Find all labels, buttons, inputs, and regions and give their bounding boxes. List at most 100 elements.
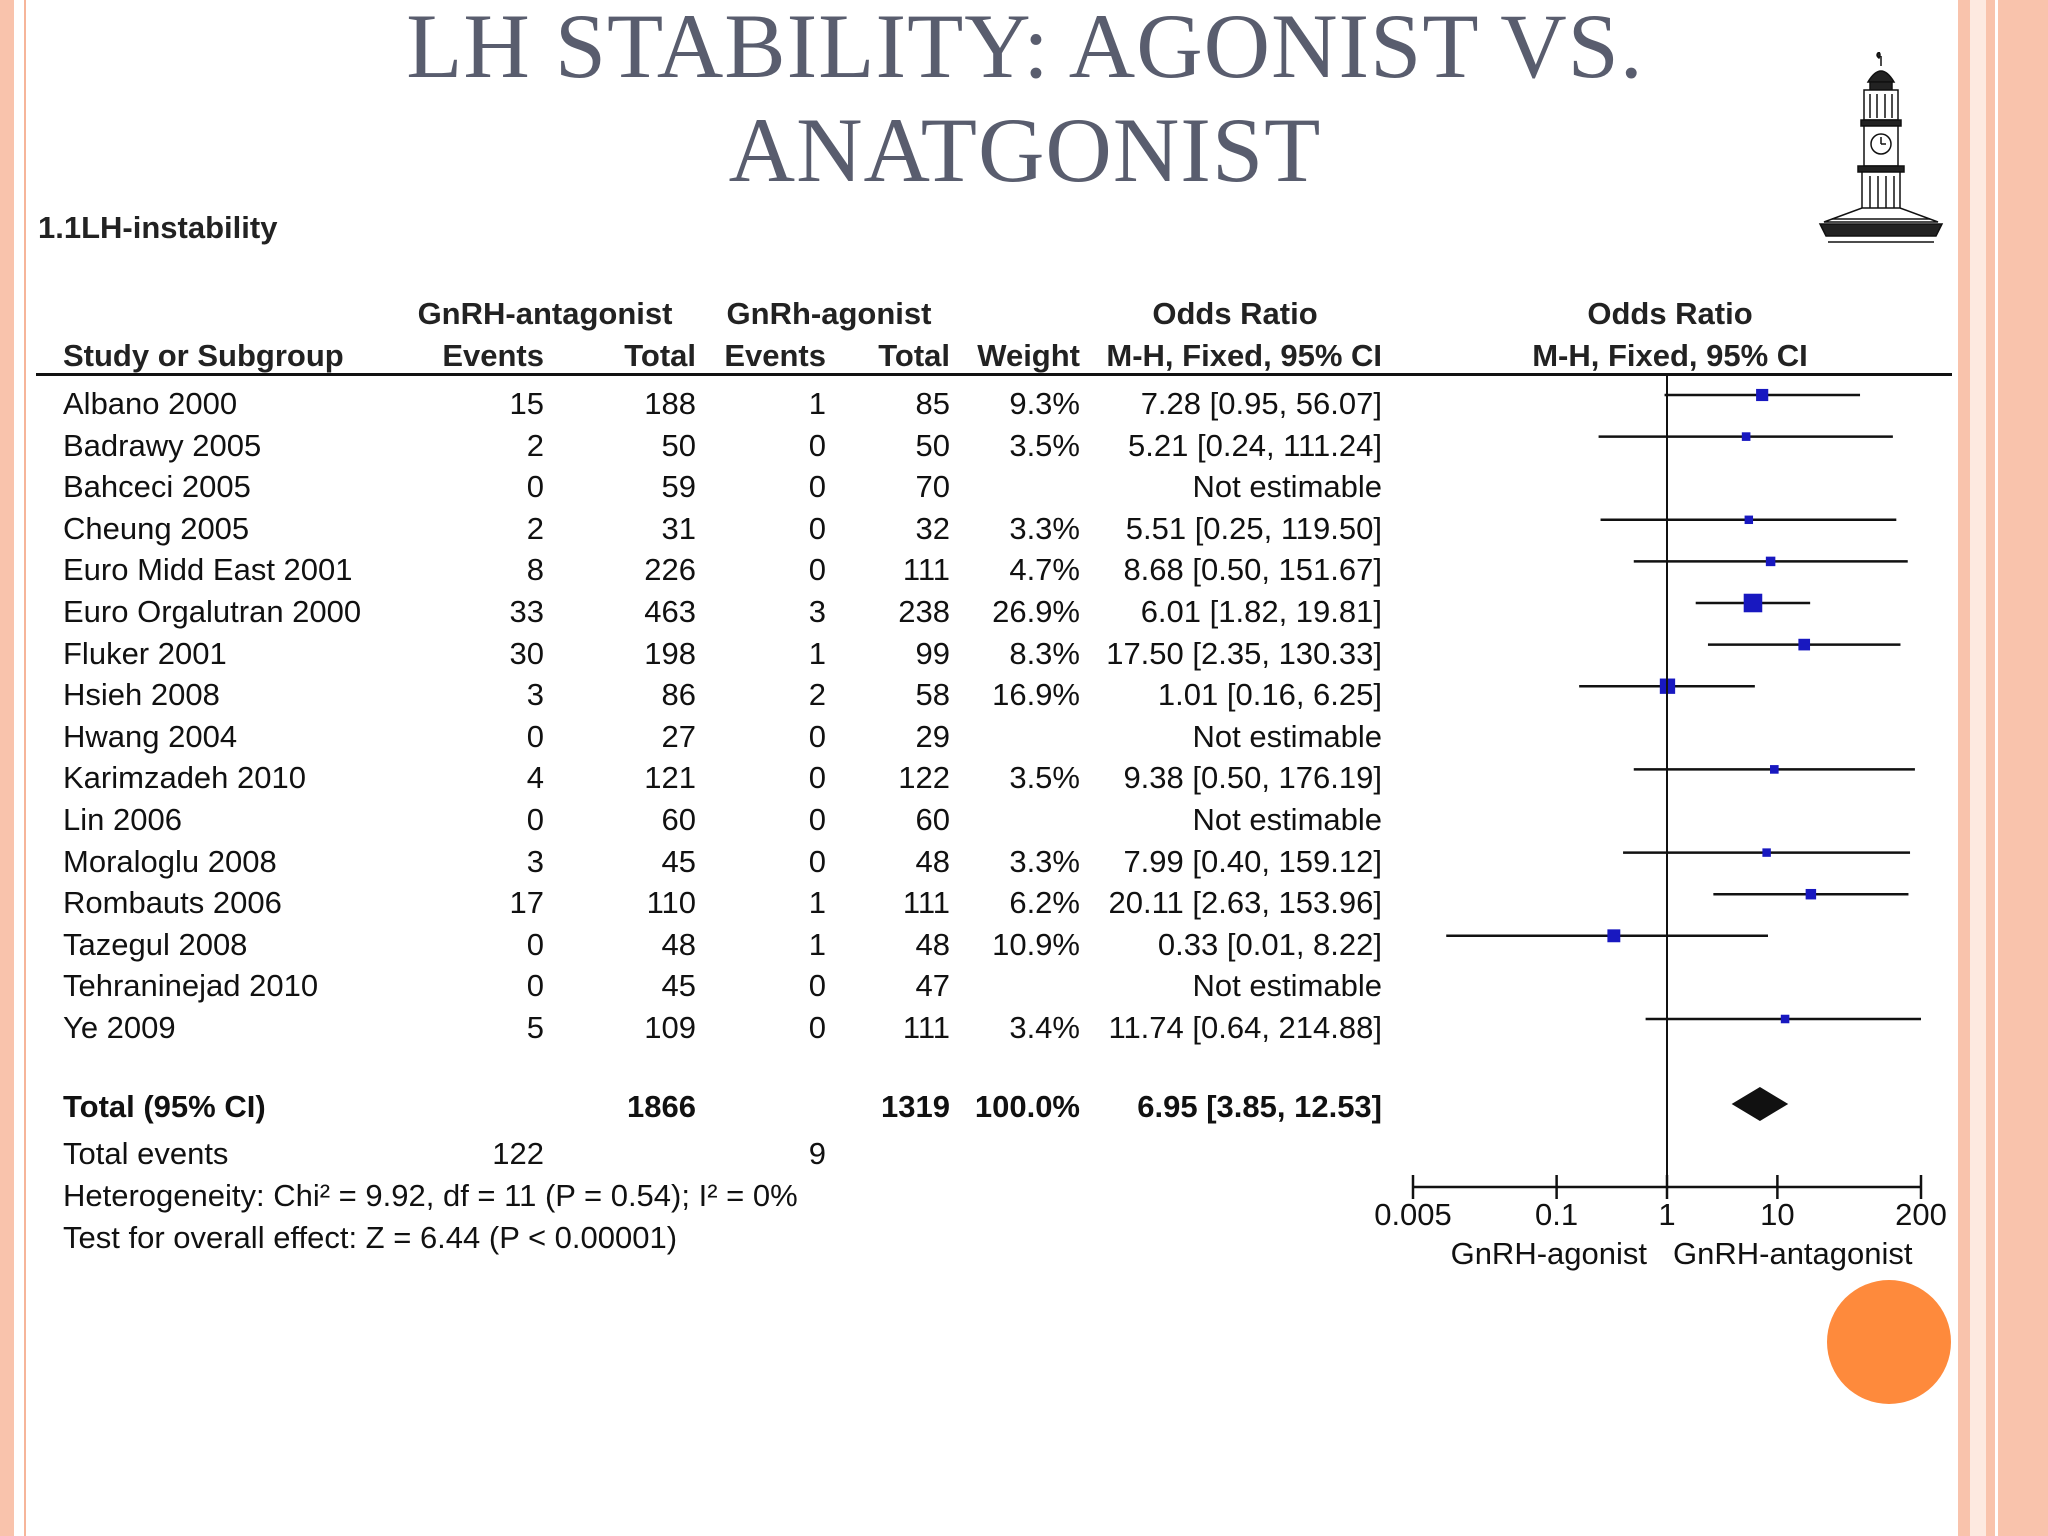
events1-cell: 17 [509,885,544,921]
or-ci-cell: 8.68 [0.50, 151.67] [1123,552,1382,588]
x-tick-label: 0.005 [1374,1197,1452,1232]
left-accent-line [24,0,26,1536]
pooled-diamond [1731,1087,1789,1121]
events2-cell: 0 [808,552,826,588]
weight-cell: 3.5% [1009,760,1080,796]
total2-cell: 70 [915,469,950,505]
total2-cell: 122 [898,760,950,796]
events2-cell: 0 [808,1010,826,1045]
or-plot-header-top: Odds Ratio [1587,296,1753,331]
or-ci-cell: 6.01 [1.82, 19.81] [1140,594,1382,629]
events2-cell: 3 [808,594,826,629]
study-name: Tazegul 2008 [63,926,248,962]
group2-header: GnRh-agonist [726,296,932,331]
study-name: Fluker 2001 [63,635,227,671]
events1-cell: 30 [509,635,544,671]
header-rule [36,373,1952,376]
weight-cell: 4.7% [1009,552,1080,588]
events1-cell: 2 [526,427,544,463]
events2-cell: 0 [808,510,826,546]
total-label: Total (95% CI) [63,1089,266,1124]
events2-cell: 1 [808,635,826,671]
total1-cell: 27 [661,718,696,754]
events1-cell: 0 [526,718,544,754]
total1-cell: 198 [644,635,696,671]
total1-cell: 60 [661,802,696,837]
total1-cell: 50 [661,427,696,463]
or-plot-header-bottom: M-H, Fixed, 95% CI [1532,338,1808,373]
total1-cell: 31 [661,510,696,546]
events2-header: Events [724,338,826,373]
or-ci-cell: 7.99 [0.40, 159.12] [1123,843,1382,879]
or-ci-cell: 17.50 [2.35, 130.33] [1106,635,1382,671]
favours-right-label: GnRH-antagonist [1673,1236,1913,1271]
effect-marker [1765,556,1776,567]
weight-header: Weight [977,338,1080,373]
total1-cell: 86 [661,677,696,713]
weight-cell: 3.3% [1009,843,1080,879]
total-events1: 122 [492,1136,544,1171]
events1-cell: 33 [509,594,544,629]
events1-cell: 2 [526,510,544,546]
events2-cell: 0 [808,718,826,754]
events1-cell: 0 [526,926,544,962]
total-or-ci: 6.95 [3.85, 12.53] [1137,1089,1382,1124]
study-name: Cheung 2005 [63,510,250,546]
total2-cell: 111 [902,552,950,588]
heterogeneity-text: Heterogeneity: Chi² = 9.92, df = 11 (P =… [63,1178,798,1213]
effect-marker [1780,1014,1790,1024]
events1-cell: 0 [526,968,544,1004]
weight-cell: 3.3% [1009,510,1080,546]
total-events2: 9 [808,1136,826,1171]
accent-circle [1827,1280,1951,1404]
total2-cell: 50 [915,427,950,463]
weight-cell: 3.4% [1009,1010,1080,1045]
or-ci-cell: 5.51 [0.25, 119.50] [1125,510,1382,546]
subgroup-title: 1.1LH-instability [38,210,278,245]
events1-cell: 4 [526,760,544,796]
total1-cell: 48 [661,926,696,962]
or-ci-cell: 0.33 [0.01, 8.22] [1157,926,1382,962]
effect-marker [1756,388,1769,402]
right-accent-gap [1970,0,1986,1536]
weight-cell: 10.9% [992,926,1080,962]
weight-cell: 16.9% [992,677,1080,713]
total2-cell: 47 [915,968,950,1004]
favours-left-label: GnRH-agonist [1451,1236,1648,1271]
or-ci-cell: Not estimable [1192,968,1382,1004]
total1-cell: 45 [661,843,696,879]
events2-cell: 0 [808,760,826,796]
clock-tower-logo [1818,52,1944,243]
effect-marker [1607,929,1621,943]
or-ci-cell: 20.11 [2.63, 153.96] [1108,885,1383,921]
events1-cell: 8 [526,552,544,588]
total2-sum: 1319 [881,1089,950,1124]
or-ci-cell: Not estimable [1192,802,1382,837]
events2-cell: 0 [808,427,826,463]
total1-cell: 45 [661,968,696,1004]
events2-cell: 0 [808,843,826,879]
study-name: Karimzadeh 2010 [63,760,306,796]
events2-cell: 1 [808,386,826,421]
events2-cell: 0 [808,469,826,505]
total2-cell: 85 [915,386,950,421]
study-name: Lin 2006 [63,802,182,837]
total-events-label: Total events [63,1136,229,1171]
total2-cell: 32 [915,510,950,546]
events2-cell: 1 [808,885,826,921]
events1-header: Events [442,338,544,373]
slide-title: LH STABILITY: AGONIST VS. ANATGONIST [406,0,1644,201]
effect-marker [1743,593,1763,613]
study-name: Ye 2009 [63,1010,176,1045]
events1-cell: 3 [526,677,544,713]
effect-marker [1770,765,1779,774]
left-accent-stripe [0,0,14,1536]
x-tick-label: 0.1 [1535,1197,1578,1232]
or-ci-cell: Not estimable [1192,718,1382,754]
total2-cell: 99 [915,635,950,671]
or-ci-cell: 11.74 [0.64, 214.88] [1108,1010,1383,1045]
or-text-header-bottom: M-H, Fixed, 95% CI [1106,338,1382,373]
effect-marker [1805,888,1817,900]
or-ci-cell: 7.28 [0.95, 56.07] [1140,386,1382,421]
events1-cell: 15 [509,386,544,421]
